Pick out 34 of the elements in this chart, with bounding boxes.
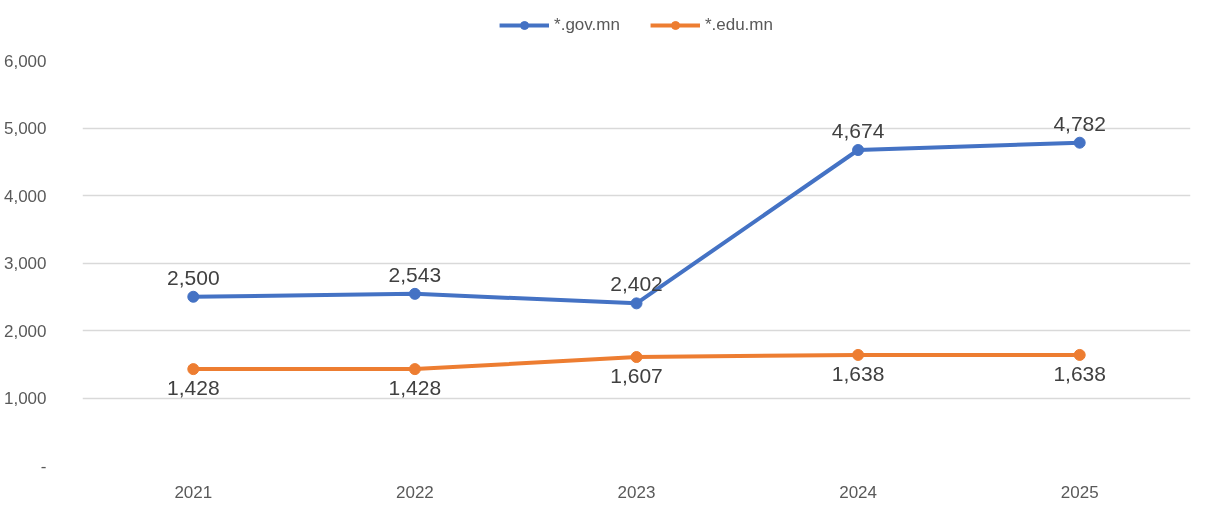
data-label: 1,638 (1053, 361, 1106, 385)
legend-label: *.edu.mn (704, 15, 773, 35)
point (187, 363, 200, 376)
x-tick-label: 2024 (839, 482, 878, 502)
data-label: 2,500 (167, 265, 220, 289)
x-tick-label: 2021 (174, 482, 213, 502)
data-label: 1,607 (610, 364, 663, 388)
y-tick-label: 4,000 (3, 186, 47, 206)
y-tick-label: - (40, 456, 47, 476)
point (852, 348, 865, 361)
data-label: 4,674 (831, 119, 885, 143)
point (408, 287, 421, 300)
point (408, 363, 421, 376)
y-tick-label: 1,000 (3, 389, 47, 408)
y-tick-label: 5,000 (3, 119, 47, 138)
data-label: 1,638 (831, 361, 885, 385)
data-label: 1,428 (167, 376, 220, 400)
point (1073, 348, 1086, 361)
data-label: 2,543 (388, 262, 442, 286)
point (1073, 136, 1086, 149)
y-tick-label: 3,000 (3, 254, 47, 273)
data-label: 4,782 (1053, 111, 1106, 135)
y-tick-label: 2,000 (3, 321, 47, 341)
x-tick-label: 2023 (617, 482, 656, 502)
x-tick-label: 2022 (395, 482, 434, 502)
point (630, 297, 643, 310)
data-label: 1,428 (388, 376, 442, 400)
point (187, 290, 200, 303)
x-tick-label: 2025 (1060, 482, 1099, 502)
y-tick-label: 6,000 (3, 51, 47, 71)
point (630, 351, 643, 364)
data-label: 2,402 (610, 272, 663, 296)
legend-label: *.gov.mn (554, 15, 620, 35)
point (852, 144, 865, 156)
